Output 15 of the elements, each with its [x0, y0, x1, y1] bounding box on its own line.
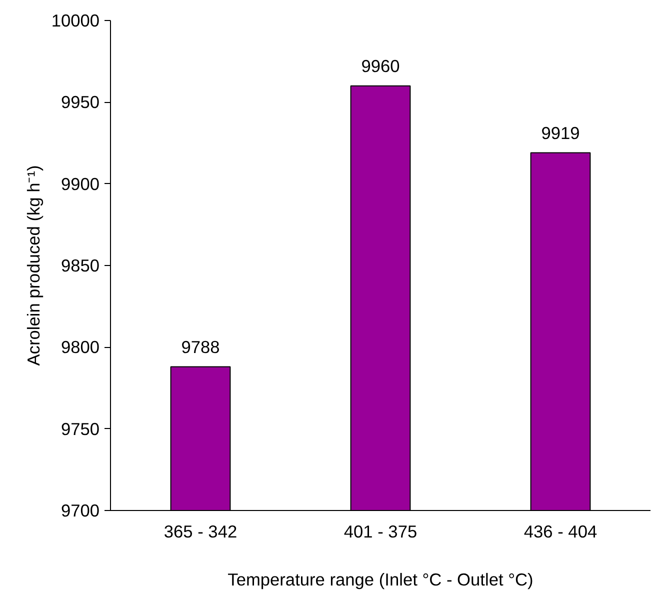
y-tick-label: 9950: [60, 92, 100, 112]
x-tick-label: 365 - 342: [164, 522, 238, 542]
y-tick-label: 10000: [51, 10, 100, 30]
data-label: 9788: [181, 336, 220, 357]
y-tick-label: 9800: [60, 337, 100, 358]
data-label: 9919: [541, 122, 580, 143]
y-tick-label: 9900: [60, 174, 100, 194]
y-tick-label: 9700: [60, 500, 100, 520]
y-tick-label: 9750: [60, 418, 100, 439]
x-tick-label: 436 - 404: [524, 522, 598, 542]
x-axis-title: Temperature range (Inlet °C - Outlet °C): [228, 570, 534, 590]
y-tick-label: 9850: [60, 256, 100, 276]
x-tick-label: 401 - 375: [344, 522, 418, 542]
y-axis-title: Acrolein produced (kg h⁻¹): [23, 165, 44, 366]
data-label: 9960: [361, 56, 400, 76]
